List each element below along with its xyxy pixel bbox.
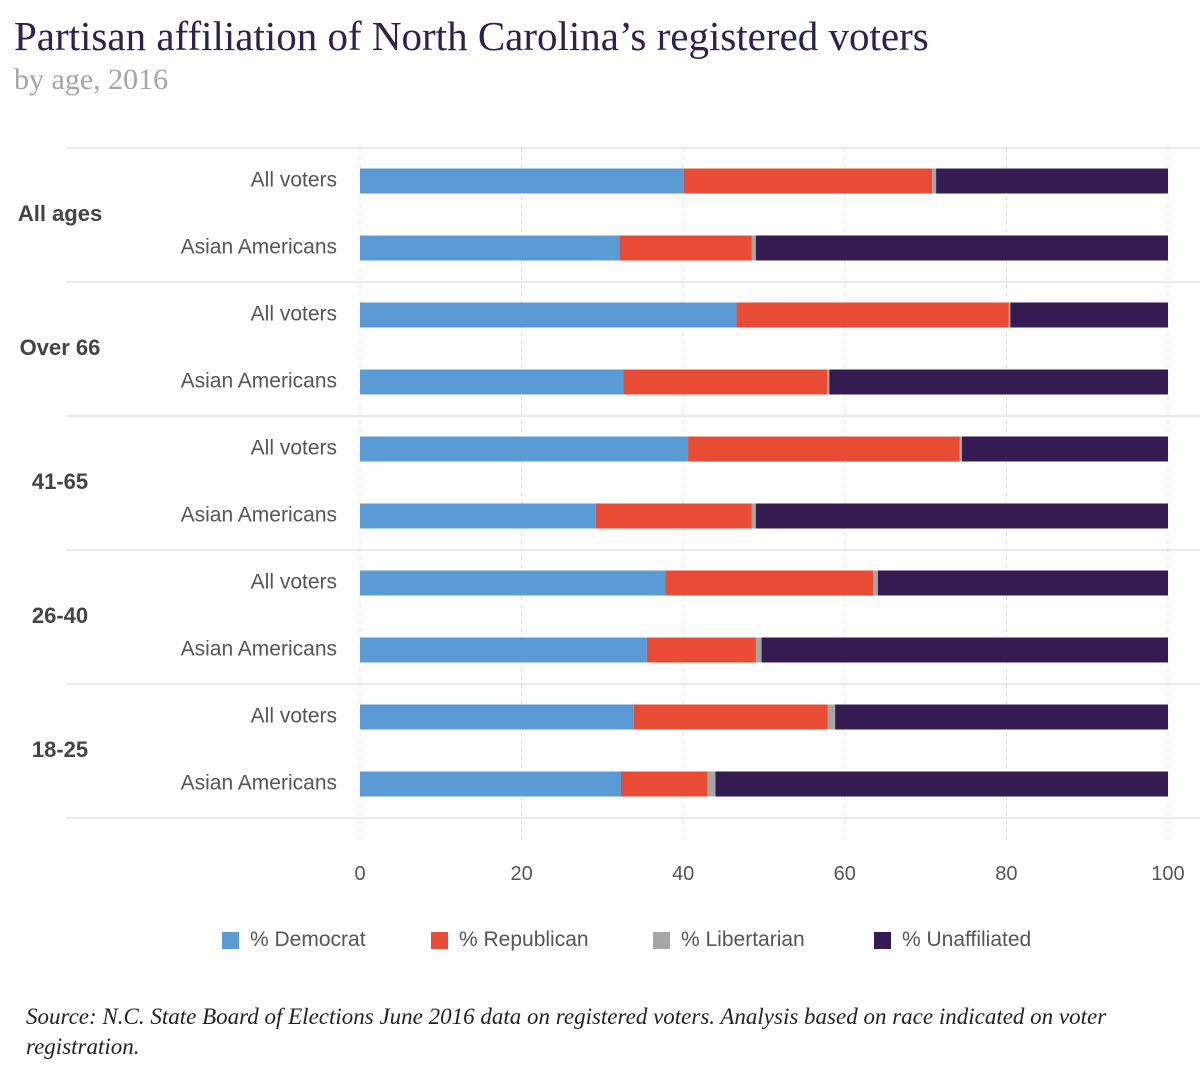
bar-segment-libertarian [873, 570, 878, 596]
bar-segment-republican [665, 570, 874, 596]
bar-segment-unaffiliated [1010, 302, 1168, 328]
bar-segment-unaffiliated [755, 235, 1168, 261]
group-label: Over 66 [20, 335, 101, 360]
bar-segment-republican [620, 771, 708, 797]
x-tick-label: 60 [834, 863, 856, 885]
bar-segment-unaffiliated [936, 168, 1168, 194]
bar-segment-republican [633, 704, 828, 730]
bar-segment-unaffiliated [761, 637, 1168, 663]
row-label: Asian Americans [181, 638, 337, 661]
x-tick-label: 80 [995, 863, 1017, 885]
bar-segment-unaffiliated [835, 704, 1168, 730]
legend-label-democrat: % Democrat [250, 928, 366, 951]
bar-segment-libertarian [707, 771, 716, 797]
bar-segment-republican [736, 302, 1009, 328]
legend-swatch-unaffiliated [874, 931, 891, 949]
x-tick-label: 20 [510, 863, 532, 885]
bar-segment-democrat [360, 503, 596, 529]
x-tick-label: 100 [1151, 863, 1184, 885]
group-label: 26-40 [32, 603, 88, 628]
bar-segment-libertarian [932, 168, 937, 194]
row-label: All voters [251, 303, 337, 326]
chart-legend: % Democrat % Republican % Libertarian % … [0, 928, 1200, 958]
bar-segment-republican [623, 369, 828, 395]
bar-segment-democrat [360, 771, 621, 797]
legend-label-libertarian: % Libertarian [681, 928, 805, 951]
bar-segment-republican [595, 503, 752, 529]
legend-label-unaffiliated: % Unaffiliated [902, 928, 1032, 951]
legend-item-libertarian: % Libertarian [653, 928, 805, 952]
group-label: 41-65 [32, 469, 88, 494]
row-label: Asian Americans [181, 772, 337, 795]
group-label: 18-25 [32, 737, 88, 762]
x-tick-label: 0 [354, 863, 365, 885]
bar-segment-republican [684, 168, 933, 194]
bar-segment-republican [688, 436, 960, 462]
stacked-bar-chart: All ages All voters Asian Americans Over 66… [18, 147, 1200, 885]
bar-segment-unaffiliated [755, 503, 1168, 529]
legend-item-democrat: % Democrat [222, 928, 366, 952]
bar-segment-republican [619, 235, 752, 261]
bar-segment-libertarian [827, 369, 830, 395]
bar-segment-democrat [360, 570, 666, 596]
legend-swatch-democrat [222, 931, 239, 949]
bar-segment-libertarian [827, 704, 836, 730]
bar-segment-libertarian [751, 503, 756, 529]
legend-swatch-republican [431, 931, 448, 949]
bar-segment-republican [646, 637, 756, 663]
row-label: Asian Americans [181, 504, 337, 527]
legend-label-republican: % Republican [459, 928, 589, 951]
legend-swatch-libertarian [653, 931, 670, 949]
row-label: Asian Americans [181, 370, 337, 393]
bar-segment-democrat [360, 704, 634, 730]
chart-title: Partisan affiliation of North Carolina’s… [14, 13, 929, 59]
bar-segment-libertarian [959, 436, 962, 462]
bar-segment-unaffiliated [877, 570, 1168, 596]
row-label: All voters [251, 705, 337, 728]
legend-item-republican: % Republican [431, 928, 589, 952]
row-label: All voters [251, 169, 337, 192]
bar-segment-democrat [360, 369, 624, 395]
bar-segment-democrat [360, 436, 689, 462]
bar-segment-libertarian [751, 235, 756, 261]
x-tick-label: 40 [672, 863, 694, 885]
source-note: Source: N.C. State Board of Elections Ju… [26, 1004, 1107, 1059]
row-label: Asian Americans [181, 236, 337, 259]
row-label: All voters [251, 437, 337, 460]
bar-segment-democrat [360, 302, 737, 328]
bar-segment-libertarian [755, 637, 762, 663]
bar-segment-democrat [360, 637, 647, 663]
bar-segment-unaffiliated [715, 771, 1168, 797]
bar-segment-democrat [360, 168, 685, 194]
chart-subtitle: by age, 2016 [14, 63, 169, 96]
bar-segment-unaffiliated [829, 369, 1168, 395]
bar-segment-democrat [360, 235, 620, 261]
legend-item-unaffiliated: % Unaffiliated [874, 928, 1031, 952]
row-label: All voters [251, 571, 337, 594]
group-label: All ages [18, 201, 102, 226]
bar-segment-unaffiliated [961, 436, 1168, 462]
bar-segment-libertarian [1008, 302, 1011, 328]
